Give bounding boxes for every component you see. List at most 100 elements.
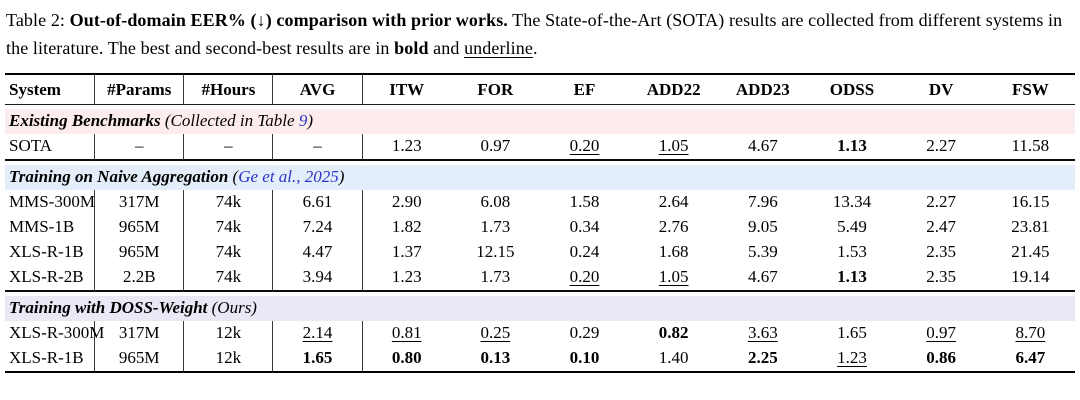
cell-value: 11.58 [1011,136,1050,155]
cell-value: XLS-R-1B [9,348,84,367]
table-cell: 6.47 [985,346,1075,373]
cell-value: – [134,136,144,155]
table-cell: 2.90 [361,190,451,215]
cell-value: 9.05 [747,217,778,236]
caption-text: and [428,38,465,58]
cell-value: 0.20 [569,136,600,155]
section-title-text: (Ours) [207,298,257,317]
table-cell: 2.76 [629,215,718,240]
section-title-text: Existing Benchmarks [9,111,161,130]
table-cell: 0.97 [897,321,986,346]
table-cell: 2.35 [896,265,986,292]
column-header-add23: ADD23 [718,73,808,105]
cell-value: 1.58 [569,192,600,211]
cell-value: 4.47 [302,242,333,261]
cell-value: 5.39 [747,242,778,261]
table-row-xls-r-2b: XLS-R-2B 2.2B 74k 3.94 1.23 1.73 0.20 1.05 4.67 1… [5,265,1075,292]
cell-value: 1.65 [837,323,867,342]
cell-value: 317M [118,192,160,211]
table-cell: 0.34 [540,215,629,240]
table-cell: 4.67 [718,134,808,161]
table-cell: 16.15 [986,190,1075,215]
column-header-odss: ODSS [807,73,897,105]
table-cell: 2.47 [897,215,986,240]
table-cell: 0.25 [451,321,540,346]
table-cell: 0.97 [450,134,540,161]
table-cell: 8.70 [986,321,1075,346]
cell-value: SOTA [9,136,53,155]
table-cell: 1.82 [361,215,451,240]
table-cell: XLS-R-300M [5,321,104,346]
table-row-xls-r-1b: XLS-R-1B 965M 74k 4.47 1.37 12.15 0.24 1.68 5.39… [5,240,1075,265]
cell-value: 965M [118,242,160,261]
section-title-text: Training with DOSS-Weight [9,298,208,317]
table-cell: 2.25 [718,346,808,373]
table-cell: MMS-1B [5,215,94,240]
caption-text: underline [464,38,533,58]
table-cell: SOTA [5,134,95,161]
cell-value: 4.67 [747,267,778,286]
column-header-dv: DV [896,73,986,105]
table-cell: 1.13 [807,134,897,161]
table-cell: 0.24 [540,240,629,265]
cell-value: 74k [215,242,242,261]
column-header-num-hours: #Hours [183,73,273,105]
table-cell: 2.35 [897,240,986,265]
cell-value: MMS-300M [9,192,95,211]
table-cell: MMS-300M [5,190,95,215]
cell-value: 2.27 [926,192,957,211]
table-cell: 12k [183,346,273,373]
cell-value: 7.24 [302,217,333,236]
table-cell: 0.82 [629,321,718,346]
table-cell: 1.68 [629,240,718,265]
column-header-avg: AVG [272,73,362,105]
table-cell: 5.39 [718,240,807,265]
table-cell: 2.64 [629,190,718,215]
cell-value: 74k [215,217,242,236]
cell-value: 0.97 [926,323,957,342]
table-cell: 0.80 [361,346,451,373]
cell-value: 1.05 [658,136,689,155]
table-cell: 965M [94,346,184,373]
cell-value: 23.81 [1011,217,1050,236]
section-header-cell: Existing Benchmarks (Collected in Table … [5,109,1075,134]
cell-value: XLS-R-2B [9,267,84,286]
cell-value: 1.13 [837,267,867,286]
section-header-doss-weight: Training with DOSS-Weight (Ours) [5,296,1075,321]
cell-value: 0.25 [480,323,511,342]
cell-value: 1.23 [391,136,422,155]
column-header-itw: ITW [361,73,451,105]
table-cell: 12k [183,321,272,346]
cell-value: 19.14 [1011,267,1050,286]
cell-value: 2.64 [658,192,689,211]
cell-value: 2.76 [658,217,689,236]
section-title-text: Training on Naive Aggregation [9,167,229,186]
cell-value: 2.35 [926,242,957,261]
cell-value: 12k [215,348,242,367]
table-cell: 1.65 [807,321,896,346]
table-cell: 1.23 [807,346,897,373]
table-header: System #Params #Hours AVG ITW FOR EF ADD22 ADD23… [5,73,1075,105]
table-body: Existing Benchmarks (Collected in Table … [5,105,1075,373]
cell-value: 0.24 [569,242,600,261]
cell-value: 2.47 [926,217,957,236]
table-cell: 9.05 [718,215,807,240]
table-cell: 0.29 [540,321,629,346]
table-cell: 6.08 [451,190,540,215]
table-cell: 965M [94,215,183,240]
table-cell: 74k [183,240,272,265]
cell-value: 1.82 [391,217,422,236]
table-cell: 6.61 [272,190,361,215]
cell-value: 1.23 [837,348,867,367]
citation-link[interactable]: 9 [298,111,308,130]
table-cell: 2.27 [897,190,986,215]
cell-value: 0.86 [926,348,957,367]
table-cell: 1.58 [540,190,629,215]
table-cell: 317M [94,321,183,346]
section-title-text: ) [307,111,313,130]
cell-value: 1.37 [391,242,422,261]
cell-value: 12.15 [476,242,515,261]
citation-link[interactable]: Ge et al., 2025 [238,167,339,186]
cell-value: 0.20 [569,267,600,286]
cell-value: 0.80 [391,348,422,367]
